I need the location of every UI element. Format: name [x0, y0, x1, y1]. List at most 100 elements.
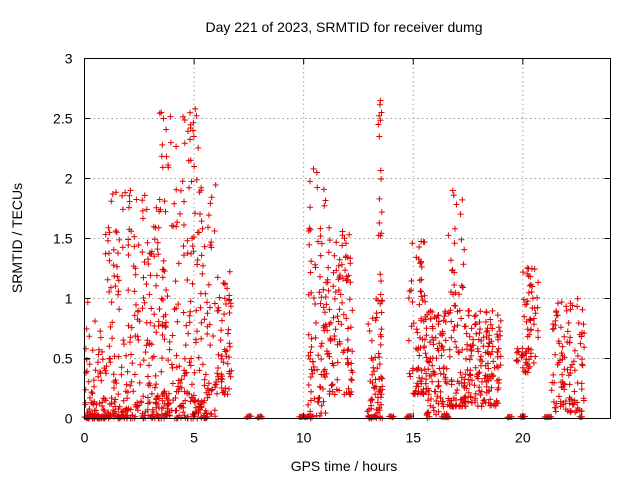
data-point: [451, 323, 458, 330]
data-point: [475, 370, 482, 377]
data-point: [528, 281, 534, 288]
data-points: [81, 97, 588, 422]
data-point: [417, 378, 424, 385]
data-point: [189, 243, 196, 250]
data-point: [458, 236, 465, 243]
data-point: [318, 343, 324, 350]
data-point: [113, 189, 120, 196]
data-point: [175, 301, 182, 308]
data-point: [167, 113, 174, 120]
data-point: [344, 355, 351, 362]
data-point: [325, 249, 332, 256]
data-point: [454, 387, 461, 393]
data-point: [149, 355, 156, 361]
data-point: [371, 385, 378, 392]
data-point: [408, 323, 415, 330]
data-point: [204, 394, 211, 401]
data-point: [170, 397, 177, 404]
data-point: [154, 246, 161, 253]
data-point: [125, 236, 132, 243]
data-point: [129, 360, 136, 367]
data-point: [433, 355, 440, 362]
data-point: [429, 362, 436, 369]
data-point: [123, 381, 130, 388]
data-point: [481, 396, 488, 403]
data-point: [162, 311, 169, 318]
data-point: [370, 384, 377, 391]
data-point: [494, 334, 501, 341]
baseline-point: [389, 414, 396, 421]
data-point: [451, 269, 458, 276]
data-point: [579, 329, 585, 336]
data-point: [571, 347, 578, 354]
data-point: [564, 366, 571, 373]
data-point: [182, 342, 189, 349]
data-point: [181, 372, 188, 379]
data-point: [169, 380, 176, 387]
data-point: [532, 353, 539, 360]
data-point: [152, 384, 158, 391]
data-point: [416, 277, 423, 284]
data-point: [103, 370, 109, 377]
data-point: [227, 300, 234, 307]
data-point: [532, 310, 539, 317]
data-point: [435, 347, 442, 354]
data-point: [551, 404, 558, 411]
data-point: [87, 394, 93, 401]
data-point: [185, 330, 192, 337]
data-point: [307, 204, 314, 211]
data-point: [448, 318, 455, 325]
data-point: [102, 231, 109, 238]
data-point: [226, 340, 233, 347]
data-point: [519, 364, 526, 371]
data-point: [305, 331, 312, 338]
data-point: [115, 288, 122, 295]
data-point: [126, 198, 133, 205]
data-point: [156, 196, 163, 203]
data-point: [377, 331, 384, 338]
data-point: [184, 237, 191, 244]
data-point: [426, 358, 433, 365]
data-point: [219, 353, 225, 359]
data-point: [476, 319, 483, 326]
data-point: [414, 346, 421, 353]
data-point: [156, 395, 162, 402]
data-point: [464, 366, 471, 373]
data-point: [459, 196, 466, 203]
data-point: [442, 378, 449, 385]
data-point: [566, 394, 573, 401]
data-point: [226, 292, 233, 299]
data-point: [341, 235, 348, 242]
data-point: [82, 369, 89, 376]
data-point: [467, 343, 474, 350]
data-point: [324, 279, 331, 286]
data-point: [321, 202, 328, 209]
data-point: [418, 367, 425, 374]
data-point: [368, 396, 375, 403]
data-point: [120, 397, 127, 404]
data-point: [445, 232, 452, 239]
data-point: [414, 329, 421, 336]
data-point: [550, 398, 557, 405]
data-point: [322, 197, 329, 204]
data-point: [377, 167, 384, 174]
data-point: [126, 192, 133, 199]
data-point: [346, 231, 353, 238]
data-point: [134, 399, 141, 406]
data-point: [407, 373, 414, 380]
data-point: [138, 398, 144, 405]
data-point: [437, 388, 444, 395]
data-point: [127, 406, 134, 413]
data-point: [221, 280, 228, 287]
data-point: [107, 359, 114, 366]
x-tick-label: 15: [405, 430, 421, 446]
data-point: [440, 403, 447, 410]
data-point: [164, 395, 170, 402]
data-point: [123, 352, 130, 359]
data-point: [321, 309, 328, 316]
data-point: [132, 333, 139, 339]
data-point: [128, 351, 135, 358]
data-point: [139, 207, 146, 214]
data-point: [483, 334, 490, 340]
data-point: [413, 326, 420, 333]
